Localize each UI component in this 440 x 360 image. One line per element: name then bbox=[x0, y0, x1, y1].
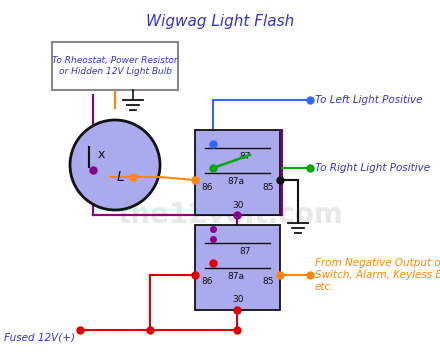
Text: 86: 86 bbox=[201, 183, 213, 192]
Text: 87a: 87a bbox=[227, 177, 245, 186]
Text: 87: 87 bbox=[239, 247, 251, 256]
Text: 30: 30 bbox=[232, 201, 244, 210]
Text: 86: 86 bbox=[201, 278, 213, 287]
Text: 85: 85 bbox=[262, 278, 274, 287]
Text: 87: 87 bbox=[239, 152, 251, 161]
Text: x: x bbox=[97, 148, 105, 162]
Text: To Right Light Positive: To Right Light Positive bbox=[315, 163, 430, 173]
Text: 30: 30 bbox=[232, 296, 244, 305]
Bar bbox=[195, 130, 280, 215]
Circle shape bbox=[70, 120, 160, 210]
Text: the12volt.com: the12volt.com bbox=[117, 201, 343, 229]
Text: Wigwag Light Flash: Wigwag Light Flash bbox=[146, 14, 294, 29]
Text: 87a: 87a bbox=[227, 272, 245, 281]
Text: From Negative Output of
Switch, Alarm, Keyless Entry,
etc.: From Negative Output of Switch, Alarm, K… bbox=[315, 258, 440, 292]
Bar bbox=[52, 42, 178, 90]
Text: Fused 12V(+): Fused 12V(+) bbox=[4, 332, 75, 342]
Text: L: L bbox=[116, 170, 124, 184]
Text: To Left Light Positive: To Left Light Positive bbox=[315, 95, 422, 105]
Text: 85: 85 bbox=[262, 183, 274, 192]
Text: To Rheostat, Power Resistor
or Hidden 12V Light Bulb: To Rheostat, Power Resistor or Hidden 12… bbox=[52, 56, 178, 76]
Bar bbox=[195, 225, 280, 310]
